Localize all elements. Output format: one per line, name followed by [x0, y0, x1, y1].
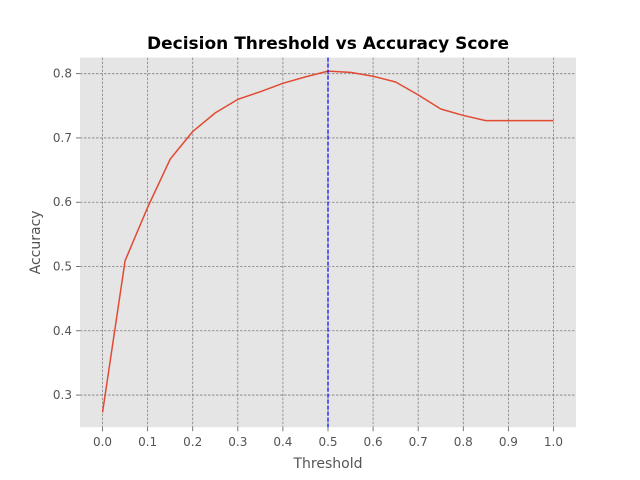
y-tick-label: 0.6: [53, 195, 72, 209]
y-tick-label: 0.7: [53, 131, 72, 145]
x-tick-label: 0.8: [454, 435, 473, 449]
x-tick-label: 0.2: [183, 435, 202, 449]
y-tick-label: 0.3: [53, 388, 72, 402]
series-layer: [101, 57, 554, 428]
y-tick-label: 0.4: [53, 324, 72, 338]
x-tick-label: 0.1: [138, 435, 157, 449]
x-tick-label: 0.0: [93, 435, 112, 449]
y-axis-label: Accuracy: [28, 210, 44, 274]
chart-title: Decision Threshold vs Accuracy Score: [147, 34, 509, 54]
x-tick-label: 1.0: [544, 435, 563, 449]
y-tick-label: 0.5: [53, 260, 72, 274]
x-axis-label: Threshold: [293, 456, 363, 472]
y-tick-label: 0.8: [53, 67, 72, 81]
x-tick-label: 0.5: [318, 435, 337, 449]
x-tick-label: 0.9: [499, 435, 518, 449]
x-tick-label: 0.4: [273, 435, 292, 449]
grid-lines: [80, 57, 576, 428]
x-tick-label: 0.3: [228, 435, 247, 449]
x-tick-label: 0.7: [409, 435, 428, 449]
x-tick-label: 0.6: [364, 435, 383, 449]
axis-ticks: 0.0 0.1 0.2 0.3 0.4 0.5 0.6 0.7 0.8 0.9 1.0 0.3 0.4 0…: [53, 67, 563, 450]
